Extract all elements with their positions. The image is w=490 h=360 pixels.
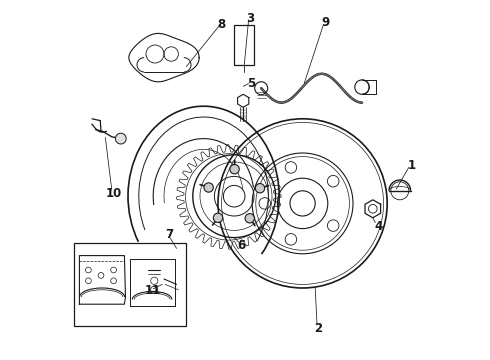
Text: 10: 10 — [105, 187, 122, 200]
Bar — [234, 25, 254, 65]
Text: 4: 4 — [374, 220, 382, 233]
Text: 1: 1 — [407, 159, 416, 172]
Bar — [74, 243, 186, 326]
Circle shape — [245, 213, 254, 223]
Circle shape — [116, 133, 126, 144]
Circle shape — [204, 183, 213, 192]
Circle shape — [213, 213, 222, 222]
Text: 8: 8 — [218, 18, 226, 31]
Text: 6: 6 — [237, 239, 245, 252]
Text: 11: 11 — [145, 284, 161, 297]
Text: 3: 3 — [246, 12, 254, 24]
Text: 5: 5 — [246, 77, 255, 90]
Text: 9: 9 — [321, 16, 329, 29]
Circle shape — [230, 165, 239, 174]
Text: 7: 7 — [165, 228, 173, 241]
Circle shape — [255, 184, 265, 193]
Text: 2: 2 — [314, 322, 322, 335]
